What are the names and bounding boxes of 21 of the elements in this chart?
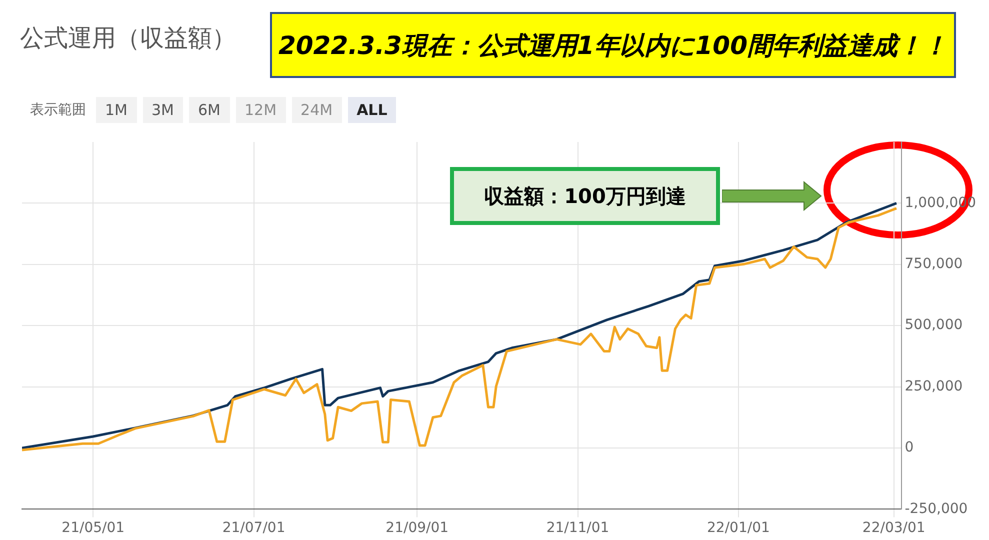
- x-tick-label: 21/09/01: [386, 520, 449, 536]
- x-tick-label: 22/03/01: [862, 520, 926, 536]
- callout-box: 収益額：100万円到達: [450, 167, 720, 225]
- text: 2022.3.3現在：公式運用1年以内に100間年利益達成！！: [270, 12, 956, 78]
- x-tick-label: 21/05/01: [62, 520, 125, 536]
- text: 3M: [142, 97, 183, 123]
- y-tick-label: 750,000: [904, 256, 963, 272]
- x-tick-label: 22/01/01: [706, 520, 770, 536]
- y-tick-label: 0: [904, 440, 914, 456]
- text: 12M: [236, 97, 286, 123]
- x-tick-label: 21/11/01: [546, 520, 610, 536]
- y-tick-label: 250,000: [904, 378, 963, 394]
- y-tick-label: 500,000: [904, 317, 963, 334]
- text: 1M: [96, 97, 136, 123]
- text: 6M: [189, 97, 230, 123]
- text: 24M: [292, 97, 342, 123]
- y-tick-label: -250,000: [904, 500, 968, 517]
- text: 表示範囲: [30, 101, 86, 119]
- text: ALL: [348, 97, 396, 123]
- chart-title: 公式運用（収益額）: [20, 23, 236, 54]
- x-tick-label: 21/07/01: [222, 520, 286, 536]
